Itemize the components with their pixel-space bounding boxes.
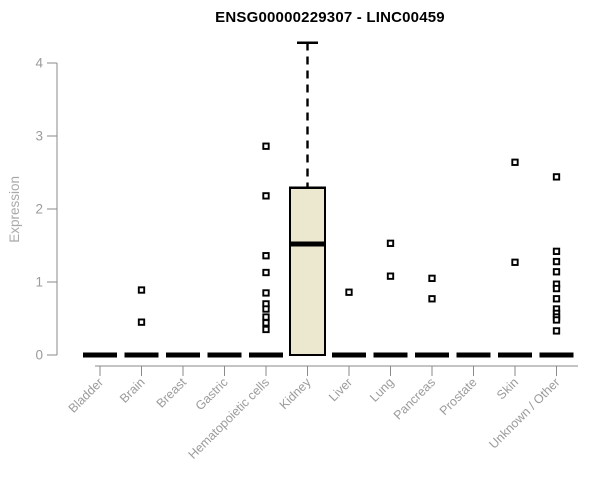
box-collapsed-breast [166,352,200,358]
x-tick-label-prostate: Prostate [437,375,480,418]
outlier-point-pancreas [428,295,436,303]
outlier-point-hematopoietic-cells [262,305,270,313]
outlier-point-unknown-other [552,173,561,181]
outlier-point-brain [137,318,146,326]
x-tick-label-liver: Liver [326,375,355,404]
outlier-point-hematopoietic-cells [262,325,270,334]
outlier-point-lung [386,272,395,280]
outlier-point-liver [345,288,353,296]
outlier-point-hematopoietic-cells [262,289,270,297]
box-kidney [288,186,327,357]
y-tick-label-3: 3 [35,129,43,144]
outlier-point-unknown-other [552,247,561,255]
x-tick-label-lung: Lung [367,375,397,405]
outlier-point-pancreas [428,274,436,282]
box-collapsed-skin [498,352,532,358]
outlier-point-skin [511,158,519,166]
box-collapsed-hematopoietic-cells [249,352,283,358]
x-tick-label-brain: Brain [117,375,148,406]
x-tick-label-skin: Skin [494,375,521,402]
y-tick-label-1: 1 [35,275,43,290]
outlier-point-hematopoietic-cells [262,252,270,260]
x-tick-label-unknown-other: Unknown / Other [486,375,562,451]
box-collapsed-lung [373,352,408,358]
box-collapsed-prostate [456,352,491,358]
outlier-point-unknown-other [552,268,561,276]
outlier-point-hematopoietic-cells [262,313,270,321]
x-tick-label-kidney: Kidney [277,375,314,412]
x-tick-label-gastric: Gastric [193,375,231,413]
outlier-point-unknown-other [552,295,561,303]
x-tick-label-breast: Breast [154,375,190,411]
outlier-point-unknown-other [552,257,561,266]
outlier-point-unknown-other [552,284,561,293]
outlier-point-hematopoietic-cells [262,192,270,200]
y-tick-label-2: 2 [35,202,43,217]
y-tick-label-0: 0 [35,348,43,363]
box-collapsed-bladder [83,352,117,358]
box-collapsed-liver [332,352,366,358]
outlier-point-hematopoietic-cells [262,142,270,150]
x-tick-label-pancreas: Pancreas [391,375,438,422]
chart-title: ENSG00000229307 - LINC00459 [215,9,445,26]
outlier-point-brain [137,286,146,294]
outlier-point-skin [511,258,519,266]
y-tick-label-4: 4 [35,56,43,71]
box-collapsed-pancreas [415,352,449,358]
outlier-point-unknown-other [552,327,561,335]
box-collapsed-brain [124,352,159,358]
box-collapsed-gastric [207,352,242,358]
outlier-point-lung [386,239,395,247]
x-tick-label-bladder: Bladder [66,375,106,415]
outlier-point-hematopoietic-cells [262,319,270,327]
box-collapsed-unknown-other [539,352,574,358]
outlier-point-unknown-other [552,316,561,324]
outlier-point-hematopoietic-cells [262,268,270,277]
x-tick-label-hematopoietic-cells: Hematopoietic cells [186,375,273,462]
